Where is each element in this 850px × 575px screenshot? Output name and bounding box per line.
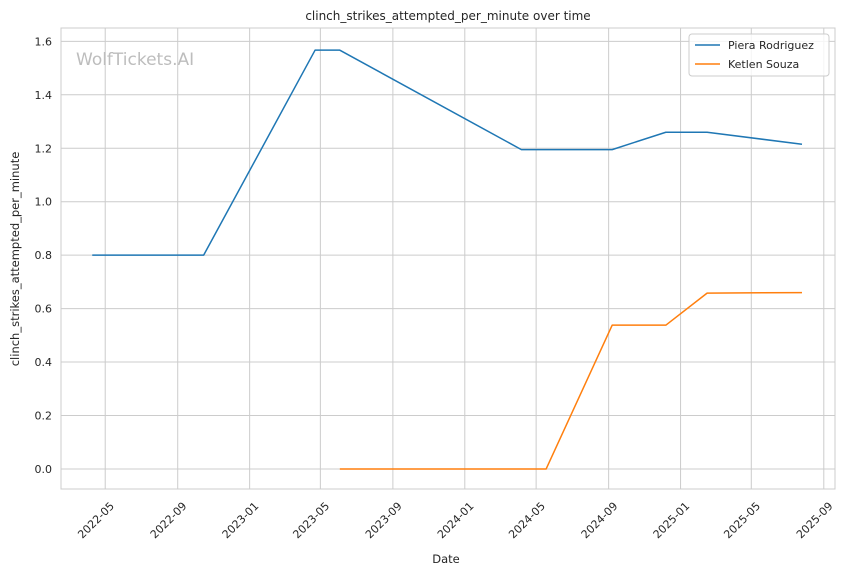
series-lines (92, 49, 803, 470)
y-tick-label: 0.2 (35, 410, 53, 423)
y-axis-title: clinch_strikes_attempted_per_minute (8, 152, 22, 367)
x-tick-label: 2024-01 (435, 500, 477, 542)
y-tick-label: 1.6 (35, 35, 53, 48)
watermark: WolfTickets.AI (76, 50, 194, 70)
y-axis-ticks: 0.0 0.2 0.4 0.6 0.8 1.0 1.2 1.4 1.6 (35, 35, 53, 476)
y-tick-label: 1.4 (35, 89, 53, 102)
x-tick-label: 2022-05 (75, 500, 117, 542)
chart-title: clinch_strikes_attempted_per_minute over… (305, 9, 590, 23)
y-tick-label: 1.2 (35, 142, 53, 155)
grid-lines (61, 28, 835, 489)
x-tick-label: 2025-01 (651, 500, 693, 542)
x-axis-ticks: 2022-05 2022-09 2023-01 2023-05 2023-09 2024-… (75, 500, 835, 542)
x-tick-label: 2023-09 (363, 500, 405, 542)
y-tick-label: 0.0 (35, 463, 53, 476)
y-tick-label: 0.4 (35, 356, 53, 369)
y-tick-label: 0.8 (35, 249, 53, 262)
x-tick-label: 2023-01 (220, 500, 262, 542)
legend: Piera Rodriguez Ketlen Souza (688, 33, 830, 77)
legend-label-ketlen-souza: Ketlen Souza (728, 58, 799, 71)
plot-background (61, 28, 835, 489)
x-tick-label: 2022-09 (148, 500, 190, 542)
legend-label-piera-rodriguez: Piera Rodriguez (728, 39, 814, 52)
legend-box (688, 33, 830, 77)
x-tick-label: 2024-09 (579, 500, 621, 542)
x-tick-label: 2025-09 (794, 500, 836, 542)
x-axis-title: Date (432, 552, 460, 566)
y-tick-label: 1.0 (35, 196, 53, 209)
x-tick-label: 2024-05 (506, 500, 548, 542)
series-line-ketlen-souza (339, 291, 802, 470)
y-tick-label: 0.6 (35, 303, 53, 316)
x-tick-label: 2023-05 (290, 500, 332, 542)
series-line-piera-rodriguez (92, 49, 803, 256)
x-tick-label: 2025-05 (721, 500, 763, 542)
plot-frame (60, 27, 836, 490)
